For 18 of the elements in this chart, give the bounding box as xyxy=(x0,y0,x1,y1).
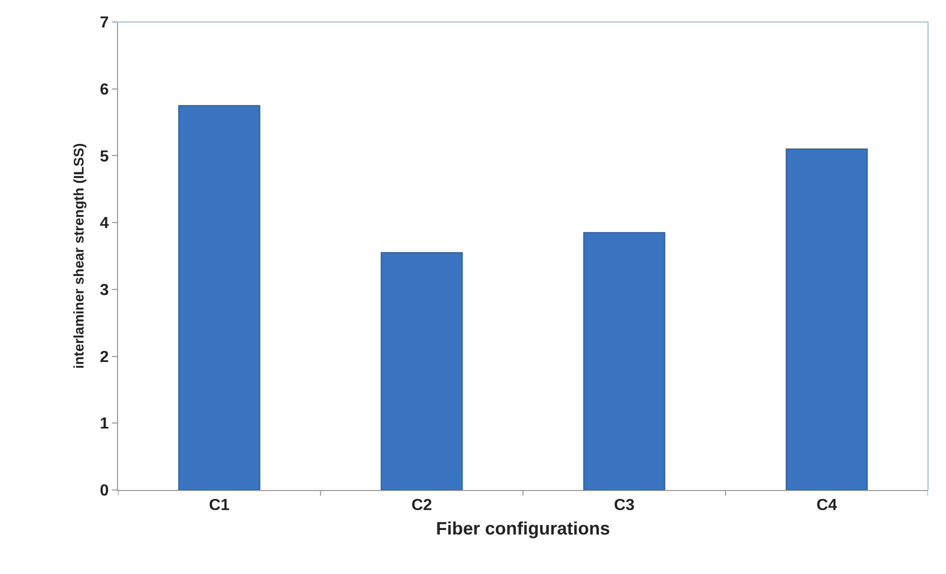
y-tick-label: 6 xyxy=(100,81,109,98)
y-tick-label: 5 xyxy=(100,148,109,166)
y-tick-label: 3 xyxy=(100,282,109,300)
y-tick-label: 1 xyxy=(100,416,109,433)
y-axis-title: interlaminer shear strength (ILSS) xyxy=(70,143,86,369)
bar xyxy=(178,105,260,490)
x-tick-label: C4 xyxy=(816,497,838,514)
y-tick-label: 0 xyxy=(100,482,109,500)
y-tick-label: 4 xyxy=(100,215,109,232)
x-tick-label: C1 xyxy=(209,497,230,514)
bar xyxy=(786,148,868,490)
x-tick-label: C3 xyxy=(614,497,635,514)
y-tick-label: 7 xyxy=(100,14,109,32)
bar xyxy=(380,252,463,490)
bar xyxy=(583,232,666,490)
x-axis-title: Fiber configurations xyxy=(436,518,610,538)
y-tick-label: 2 xyxy=(100,348,109,366)
x-tick-label: C2 xyxy=(412,497,432,514)
